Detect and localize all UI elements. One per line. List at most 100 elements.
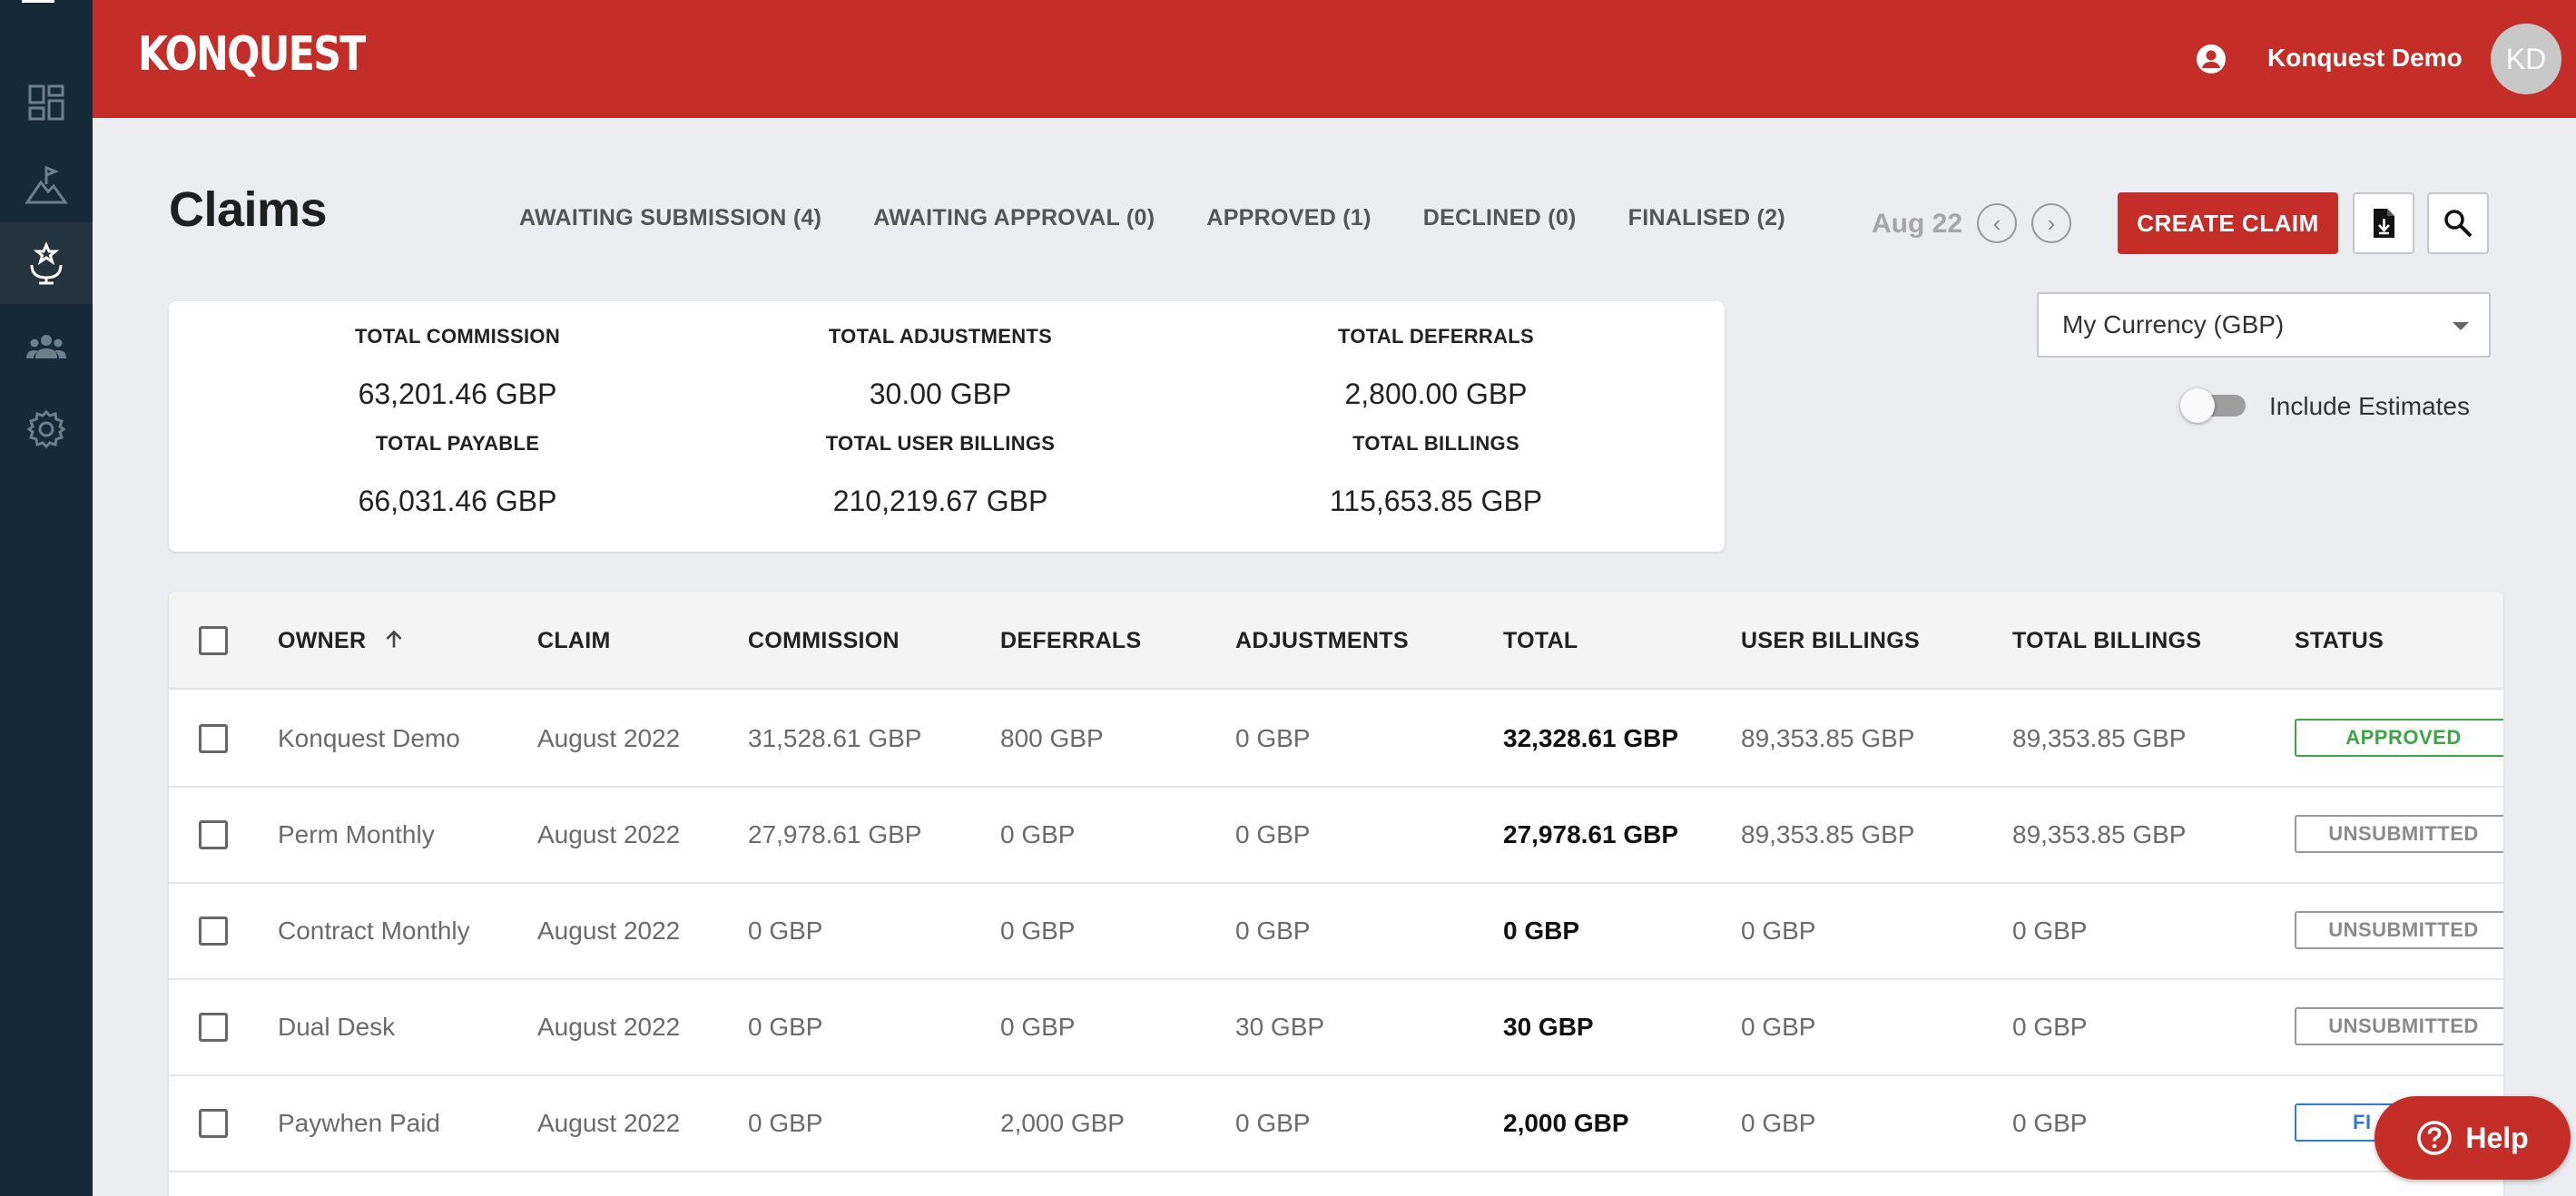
currency-select[interactable]: My Currency (GBP) (2037, 292, 2491, 358)
search-icon (2444, 210, 2473, 238)
column-total[interactable]: TOTAL (1503, 628, 1578, 653)
column-deferrals[interactable]: DEFERRALS (1000, 628, 1142, 653)
app-logo[interactable]: KONQUEST (138, 27, 366, 82)
total-cell: 32,328.61 GBP (1503, 724, 1679, 752)
claim-cell: August 2022 (537, 1013, 681, 1041)
commission-cell: 0 GBP (748, 1013, 823, 1041)
summary-card: TOTAL COMMISSION 63,201.46 GBP TOTAL ADJ… (169, 301, 1725, 552)
include-estimates-toggle[interactable] (2180, 388, 2247, 423)
dashboard-icon[interactable] (0, 62, 93, 143)
tab-awaiting-approval[interactable]: AWAITING APPROVAL (0) (873, 205, 1155, 230)
mountain-flag-icon[interactable] (0, 143, 93, 225)
adjustments-cell: 0 GBP (1235, 917, 1311, 945)
team-icon[interactable] (0, 307, 93, 388)
total-adjustments-label: TOTAL ADJUSTMENTS (828, 325, 1053, 348)
caret-down-icon (2453, 322, 2469, 330)
export-button[interactable] (2353, 192, 2414, 254)
total-billings-value: 115,653.85 GBP (1329, 485, 1543, 517)
period-label: Aug 22 (1872, 209, 1963, 239)
column-adjustments[interactable]: ADJUSTMENTS (1235, 628, 1409, 653)
total-deferrals-label: TOTAL DEFERRALS (1338, 325, 1534, 348)
user-name[interactable]: Konquest Demo (2267, 44, 2463, 72)
sort-ascending-icon (386, 630, 402, 648)
total-user-billings-label: TOTAL USER BILLINGS (825, 432, 1056, 455)
gear-icon[interactable] (0, 388, 93, 470)
create-claim-button[interactable]: CREATE CLAIM (2118, 192, 2338, 254)
prev-period-button[interactable]: ‹ (1977, 203, 2017, 243)
total-commission-label: TOTAL COMMISSION (354, 325, 561, 348)
top-header: KONQUEST Konquest Demo KD (93, 0, 2576, 118)
claims-table: OWNER CLAIM COMMISSION DEFERRALS ADJUSTM… (169, 592, 2503, 1196)
select-all-checkbox[interactable] (199, 626, 228, 655)
commission-cell: 27,978.61 GBP (748, 820, 922, 848)
column-user-billings[interactable]: USER BILLINGS (1741, 628, 1920, 653)
row-checkbox[interactable] (199, 1013, 228, 1042)
adjustments-cell: 0 GBP (1235, 820, 1311, 848)
table-row[interactable]: Dual Desk August 2022 0 GBP 0 GBP 30 GBP… (169, 980, 2503, 1076)
row-checkbox[interactable] (199, 917, 228, 946)
owner-cell: Paywhen Paid (278, 1109, 441, 1137)
award-icon[interactable] (0, 222, 93, 304)
tab-finalised[interactable]: FINALISED (2) (1627, 205, 1786, 230)
table-row[interactable]: Paywhen Paid August 2022 0 GBP 2,000 GBP… (169, 1076, 2503, 1172)
account-circle-icon[interactable] (2195, 43, 2227, 75)
column-claim[interactable]: CLAIM (537, 628, 611, 653)
commission-cell: 0 GBP (748, 1109, 823, 1137)
column-status[interactable]: STATUS (2295, 628, 2384, 653)
claim-cell: August 2022 (537, 724, 681, 752)
table-row[interactable]: Perm Monthly August 2022 27,978.61 GBP 0… (169, 788, 2503, 884)
column-commission[interactable]: COMMISSION (748, 628, 900, 653)
total-billings-cell: 0 GBP (2012, 1109, 2088, 1137)
total-user-billings-value: 210,219.67 GBP (832, 485, 1048, 517)
deferrals-cell: 2,000 GBP (1000, 1109, 1125, 1137)
help-label: Help (2465, 1121, 2529, 1154)
row-checkbox[interactable] (199, 724, 228, 753)
status-badge: UNSUBMITTED (2295, 1007, 2503, 1045)
column-owner-label: OWNER (278, 628, 367, 653)
total-cell: 0 GBP (1503, 917, 1580, 945)
table-header: OWNER CLAIM COMMISSION DEFERRALS ADJUSTM… (169, 592, 2503, 690)
next-period-button[interactable]: › (2031, 203, 2071, 243)
tab-awaiting-submission[interactable]: AWAITING SUBMISSION (4) (519, 205, 822, 230)
claim-status-tabs: AWAITING SUBMISSION (4) AWAITING APPROVA… (519, 205, 1837, 231)
commission-cell: 0 GBP (748, 917, 823, 945)
deferrals-cell: 800 GBP (1000, 724, 1104, 752)
adjustments-cell: 0 GBP (1235, 1109, 1311, 1137)
currency-select-value: My Currency (GBP) (2062, 310, 2285, 338)
include-estimates-label: Include Estimates (2269, 392, 2470, 420)
total-cell: 30 GBP (1503, 1013, 1594, 1041)
deferrals-cell: 0 GBP (1000, 1013, 1076, 1041)
adjustments-cell: 0 GBP (1235, 724, 1311, 752)
sidebar (0, 0, 93, 1196)
total-payable-label: TOTAL PAYABLE (375, 432, 540, 455)
table-row[interactable]: Contract Monthly August 2022 0 GBP 0 GBP… (169, 884, 2503, 980)
help-circle-icon (2417, 1121, 2453, 1155)
row-checkbox[interactable] (199, 1109, 228, 1138)
file-download-icon (2374, 209, 2394, 238)
total-cell: 2,000 GBP (1503, 1109, 1629, 1137)
claim-cell: August 2022 (537, 917, 681, 945)
user-billings-cell: 89,353.85 GBP (1741, 820, 1915, 848)
total-billings-cell: 0 GBP (2012, 917, 2088, 945)
column-owner[interactable]: OWNER (278, 628, 406, 654)
total-billings-cell: 0 GBP (2012, 1013, 2088, 1041)
claim-cell: August 2022 (537, 1109, 681, 1137)
user-billings-cell: 0 GBP (1741, 917, 1816, 945)
page-title: Claims (169, 182, 328, 237)
total-cell: 27,978.61 GBP (1503, 820, 1679, 848)
help-button[interactable]: Help (2374, 1096, 2571, 1180)
owner-cell: Perm Monthly (278, 820, 435, 848)
row-checkbox[interactable] (199, 820, 228, 849)
menu-icon[interactable] (22, 0, 54, 13)
commission-cell: 31,528.61 GBP (748, 724, 922, 752)
avatar[interactable]: KD (2491, 24, 2561, 94)
column-total-billings[interactable]: TOTAL BILLINGS (2012, 628, 2202, 653)
toggle-knob (2180, 388, 2215, 423)
tab-declined[interactable]: DECLINED (0) (1422, 205, 1577, 230)
table-row[interactable]: Konquest Demo August 2022 31,528.61 GBP … (169, 691, 2503, 788)
search-button[interactable] (2427, 192, 2489, 254)
owner-cell: Konquest Demo (278, 724, 460, 752)
total-commission-value: 63,201.46 GBP (358, 377, 557, 410)
tab-approved[interactable]: APPROVED (1) (1206, 205, 1372, 230)
deferrals-cell: 0 GBP (1000, 917, 1076, 945)
